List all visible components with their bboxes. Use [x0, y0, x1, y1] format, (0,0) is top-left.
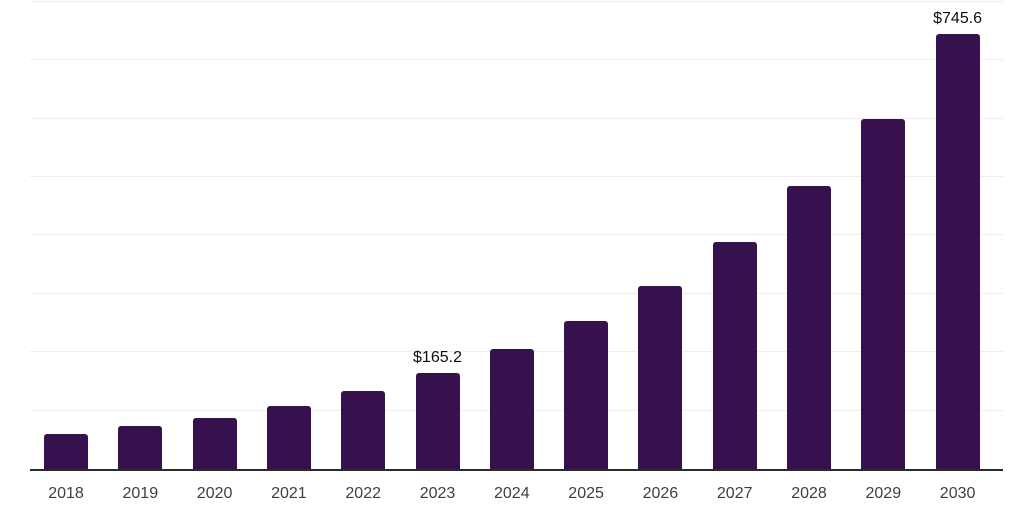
- x-tick-2030: 2030: [939, 485, 976, 502]
- gridline: [30, 117, 1003, 119]
- x-tick-2024: 2024: [494, 485, 530, 502]
- gridline: [30, 292, 1003, 294]
- bar-2028: [787, 186, 831, 469]
- bar-2027: [712, 241, 757, 469]
- gridline: [30, 234, 1003, 236]
- bar-2018: [44, 433, 88, 469]
- x-axis-line: [30, 469, 1003, 471]
- x-tick-2020: 2020: [196, 485, 233, 502]
- x-tick-2021: 2021: [271, 485, 307, 502]
- gridline: [30, 0, 1003, 2]
- bar-2020: [192, 418, 237, 469]
- bar-2024: [489, 348, 534, 469]
- x-tick-2029: 2029: [865, 485, 902, 502]
- value-label-2030: $745.6: [933, 9, 983, 27]
- x-tick-2022: 2022: [345, 485, 381, 502]
- gridline: [30, 176, 1003, 177]
- x-tick-2026: 2026: [642, 485, 679, 502]
- bar-2025: [564, 321, 609, 469]
- bar-2026: [638, 285, 683, 469]
- x-tick-2019: 2019: [122, 485, 159, 502]
- bar-2030: [935, 33, 980, 469]
- bar-2029: [861, 118, 906, 469]
- value-label-2023: $165.2: [413, 348, 462, 366]
- x-tick-2028: 2028: [791, 485, 827, 502]
- x-tick-2018: 2018: [48, 485, 84, 502]
- x-tick-2025: 2025: [568, 485, 604, 502]
- x-tick-2027: 2027: [716, 485, 753, 502]
- bar-2021: [266, 405, 311, 469]
- gridline: [30, 59, 1003, 61]
- x-tick-2023: 2023: [419, 485, 456, 502]
- plot-area: $165.2 $745.6: [30, 0, 1003, 469]
- bar-2023: [415, 372, 460, 469]
- bar-2019: [118, 426, 163, 469]
- bar-2022: [341, 390, 386, 469]
